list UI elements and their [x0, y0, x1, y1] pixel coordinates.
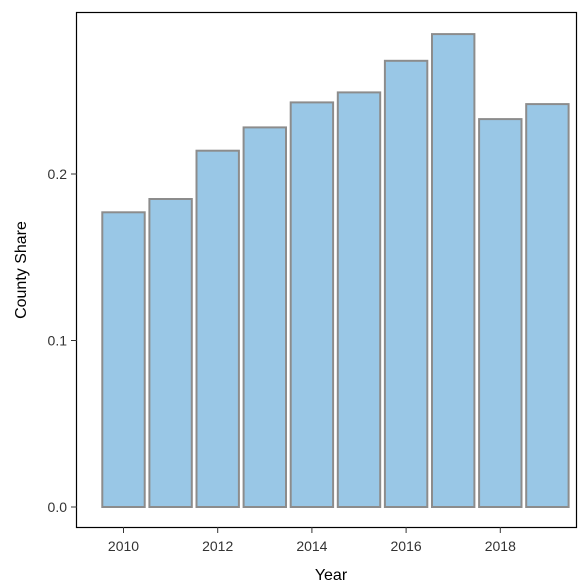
bar-2016	[383, 59, 429, 509]
bar-2010	[101, 211, 146, 509]
x-tick-label: 2012	[202, 538, 233, 554]
bar-2019	[525, 103, 570, 508]
x-tick-label: 2016	[391, 538, 422, 554]
plot-panel-border	[75, 11, 578, 529]
bar-2014	[289, 101, 335, 509]
y-tick-label: 0.1	[48, 333, 68, 349]
bar-2013	[242, 126, 288, 509]
bar-2015	[336, 91, 382, 509]
y-axis: 0.0 0.1 0.2	[48, 166, 77, 515]
x-axis: 2010 2012 2014 2016 2018	[108, 527, 516, 554]
x-axis-title: Year	[315, 567, 348, 584]
bar-2017	[431, 33, 476, 508]
y-tick-label: 0.0	[48, 499, 68, 515]
x-tick-label: 2010	[108, 538, 139, 554]
bars-group	[101, 33, 570, 509]
bar-2011	[148, 198, 193, 508]
bar-2012	[195, 149, 240, 508]
y-tick-label: 0.2	[48, 166, 68, 182]
x-tick-label: 2018	[485, 538, 516, 554]
y-axis-title: County Share	[13, 221, 30, 319]
x-tick-label: 2014	[296, 538, 327, 554]
bar-2018	[478, 118, 523, 508]
